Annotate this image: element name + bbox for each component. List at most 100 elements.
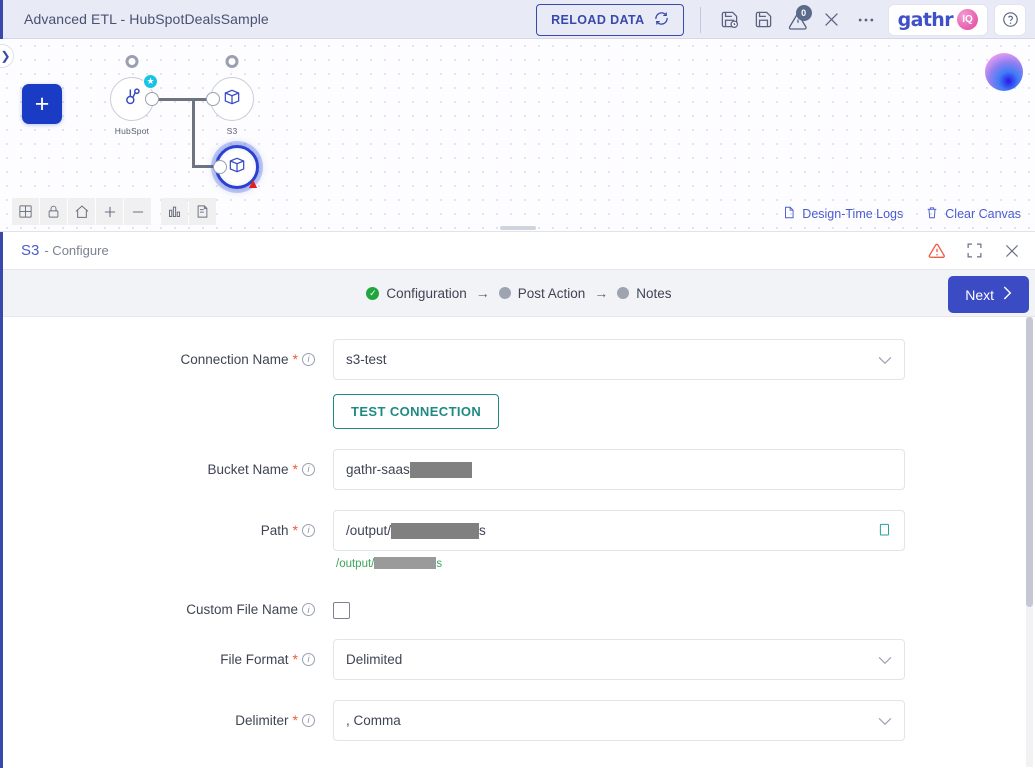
connector-vertical bbox=[192, 98, 195, 168]
required-asterisk: * bbox=[292, 461, 298, 477]
expand-icon[interactable] bbox=[966, 242, 983, 259]
node-s3-top-input-port[interactable] bbox=[206, 92, 220, 106]
clear-canvas-label: Clear Canvas bbox=[945, 207, 1021, 221]
workflow-title: Advanced ETL - HubSpotDealsSample bbox=[24, 11, 269, 27]
grid-icon[interactable] bbox=[12, 198, 39, 225]
step-configuration[interactable]: ✓ Configuration bbox=[366, 286, 467, 301]
custom-file-name-checkbox[interactable] bbox=[333, 602, 350, 619]
chevron-right-icon bbox=[1003, 286, 1012, 303]
node-s3-selected-input-port[interactable] bbox=[213, 160, 227, 174]
gathr-logo[interactable]: gathr IQ bbox=[888, 4, 987, 35]
star-badge-icon: ★ bbox=[143, 74, 158, 89]
workflow-canvas[interactable]: ❯ + ★ HubSpot bbox=[0, 39, 1035, 232]
panel-resize-handle[interactable] bbox=[499, 226, 536, 230]
required-asterisk: * bbox=[292, 651, 298, 667]
node-hubspot-circle[interactable]: ★ bbox=[110, 74, 158, 121]
test-connection-button[interactable]: TEST CONNECTION bbox=[333, 394, 500, 429]
delimiter-label-text: Delimiter bbox=[235, 712, 289, 728]
next-button[interactable]: Next bbox=[948, 276, 1029, 313]
chevron-down-icon[interactable] bbox=[878, 353, 892, 368]
lock-icon[interactable] bbox=[40, 198, 67, 225]
design-time-logs-label: Design-Time Logs bbox=[802, 207, 904, 221]
reload-data-button[interactable]: RELOAD DATA bbox=[536, 3, 684, 36]
path-redaction bbox=[391, 522, 480, 539]
top-toolbar: Advanced ETL - HubSpotDealsSample RELOAD… bbox=[0, 0, 1035, 39]
info-icon[interactable]: i bbox=[302, 523, 315, 537]
file-format-select[interactable]: Delimited bbox=[333, 639, 905, 680]
delimiter-field-wrap: , Comma bbox=[333, 700, 905, 741]
path-field-wrap: /output/s /output/s bbox=[333, 510, 905, 570]
file-format-label: File Format * i bbox=[3, 639, 333, 667]
more-options-icon[interactable] bbox=[849, 3, 883, 37]
notes-icon[interactable] bbox=[189, 198, 216, 225]
chevron-down-icon[interactable] bbox=[878, 714, 892, 729]
canvas-toolbar bbox=[12, 198, 217, 225]
zoom-in-icon[interactable] bbox=[96, 198, 123, 225]
stepper: ✓ Configuration → Post Action → Notes bbox=[366, 285, 672, 301]
copy-icon[interactable] bbox=[876, 522, 891, 543]
node-hubspot-output-port[interactable] bbox=[145, 92, 159, 106]
path-helper-redaction bbox=[374, 557, 437, 569]
connection-name-label-text: Connection Name bbox=[180, 351, 289, 367]
node-warning-icon[interactable]: ▲ bbox=[246, 175, 260, 191]
node-s3-top[interactable]: S3 bbox=[210, 55, 254, 136]
chevron-down-icon[interactable] bbox=[878, 653, 892, 668]
form-row-path: Path * i /output/s /output/s bbox=[3, 510, 1035, 570]
info-icon[interactable]: i bbox=[302, 652, 315, 666]
step-notes[interactable]: Notes bbox=[617, 285, 672, 301]
chevron-right-icon[interactable]: ❯ bbox=[0, 44, 14, 68]
connection-name-value: s3-test bbox=[346, 352, 387, 367]
step-post-action[interactable]: Post Action bbox=[498, 286, 585, 301]
bucket-name-input[interactable]: gathr-saas bbox=[333, 449, 905, 490]
step-done-check-icon: ✓ bbox=[366, 286, 380, 300]
chart-icon[interactable] bbox=[161, 198, 188, 225]
trash-icon bbox=[925, 205, 939, 223]
save-icon[interactable] bbox=[747, 3, 781, 37]
connection-name-field-wrap: s3-test TEST CONNECTION bbox=[333, 339, 905, 429]
custom-file-name-field-wrap bbox=[333, 590, 905, 619]
node-settings-dot-icon[interactable] bbox=[125, 55, 139, 68]
connector-branch-top bbox=[192, 98, 214, 101]
warning-icon[interactable] bbox=[928, 242, 946, 260]
info-icon[interactable]: i bbox=[302, 603, 315, 616]
step-notes-label: Notes bbox=[636, 285, 672, 301]
form-row-bucket-name: Bucket Name * i gathr-saas bbox=[3, 449, 1035, 490]
configure-panel: S3 - Configure bbox=[0, 232, 1035, 768]
path-value-suffix: s bbox=[479, 523, 486, 538]
info-icon[interactable]: i bbox=[302, 713, 315, 727]
panel-header-actions bbox=[928, 242, 1021, 260]
design-time-logs-link[interactable]: Design-Time Logs bbox=[782, 205, 903, 223]
info-icon[interactable]: i bbox=[302, 462, 315, 476]
clear-canvas-link[interactable]: Clear Canvas bbox=[925, 205, 1021, 223]
delimiter-select[interactable]: , Comma bbox=[333, 700, 905, 741]
s3-bucket-icon bbox=[222, 87, 242, 112]
node-settings-dot-icon[interactable] bbox=[225, 55, 239, 68]
reload-data-label: RELOAD DATA bbox=[551, 12, 645, 27]
home-icon[interactable] bbox=[68, 198, 95, 225]
bucket-name-field-wrap: gathr-saas bbox=[333, 449, 905, 490]
warnings-icon[interactable]: 0 bbox=[781, 3, 815, 37]
path-label: Path * i bbox=[3, 510, 333, 538]
close-icon[interactable] bbox=[815, 3, 849, 37]
path-input[interactable]: /output/s bbox=[333, 510, 905, 551]
connector-hubspot-to-s3 bbox=[156, 98, 194, 101]
topbar-accent-bar bbox=[0, 0, 3, 39]
bucket-name-label: Bucket Name * i bbox=[3, 449, 333, 477]
add-component-button[interactable]: + bbox=[22, 84, 62, 124]
node-s3-top-circle[interactable] bbox=[210, 77, 254, 121]
configuration-form: Connection Name * i s3-test TEST CONNECT… bbox=[3, 317, 1035, 767]
scrollbar-thumb[interactable] bbox=[1026, 317, 1033, 607]
custom-file-name-label-text: Custom File Name bbox=[186, 602, 298, 617]
help-icon[interactable] bbox=[995, 4, 1025, 35]
bucket-name-redaction bbox=[409, 461, 472, 478]
ai-assistant-orb[interactable] bbox=[985, 53, 1023, 91]
required-asterisk: * bbox=[292, 522, 298, 538]
connection-name-select[interactable]: s3-test bbox=[333, 339, 905, 380]
save-as-icon[interactable] bbox=[713, 3, 747, 37]
path-helper-suffix: s bbox=[436, 558, 443, 570]
info-icon[interactable]: i bbox=[302, 352, 315, 366]
close-panel-icon[interactable] bbox=[1003, 242, 1021, 260]
zoom-out-icon[interactable] bbox=[124, 198, 151, 225]
node-hubspot[interactable]: ★ HubSpot bbox=[110, 55, 158, 136]
